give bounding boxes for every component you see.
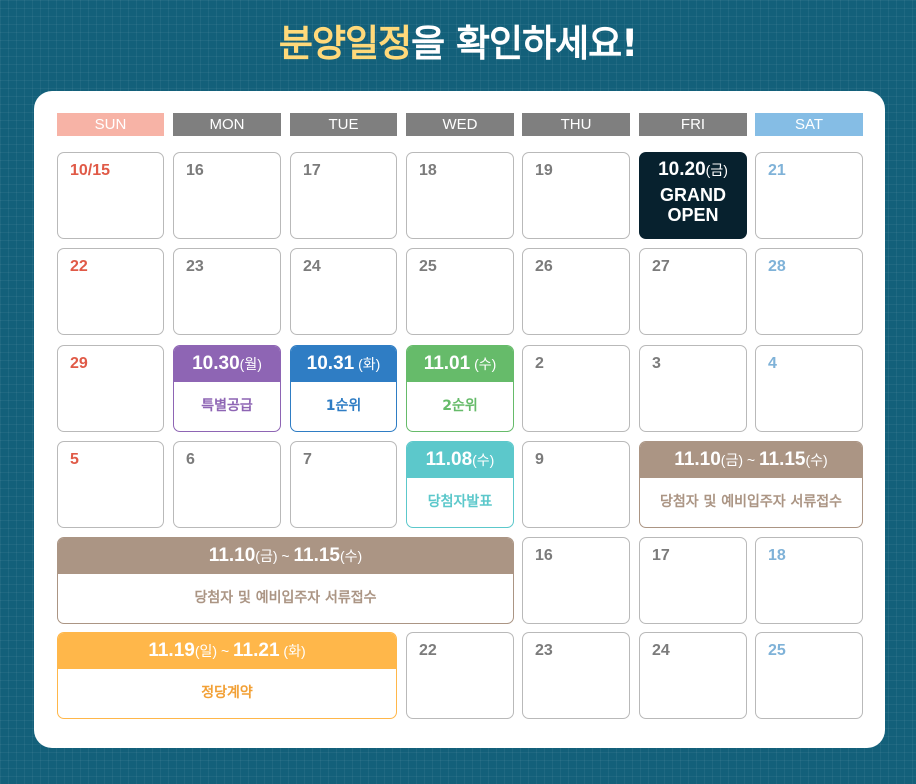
page-title: 분양일정을 확인하세요! <box>0 18 916 70</box>
event-label: 특별공급 <box>201 398 253 414</box>
day-number: 16 <box>186 162 204 179</box>
day-cell: 18 <box>406 152 514 239</box>
day-number: 23 <box>535 642 553 659</box>
event-date-range: 11.10(금) ~ 11.15(수) <box>640 442 862 478</box>
day-number: 24 <box>303 258 321 275</box>
weekday-fri: FRI <box>639 113 747 136</box>
day-number: 26 <box>535 258 553 275</box>
day-number: 23 <box>186 258 204 275</box>
day-number: 10/15 <box>70 162 111 179</box>
day-cell: 29 <box>57 345 164 432</box>
event-document-submission: 11.10(금) ~ 11.15(수) 당첨자 및 예비입주자 서류접수 <box>639 441 863 528</box>
day-number: 3 <box>652 355 661 372</box>
day-cell: 18 <box>755 537 863 624</box>
day-cell: 16 <box>173 152 281 239</box>
day-cell: 22 <box>406 632 514 719</box>
day-cell: 10/15 <box>57 152 164 239</box>
day-number: 16 <box>535 547 553 564</box>
day-cell: 26 <box>522 248 630 335</box>
day-number: 17 <box>652 547 670 564</box>
day-number: 22 <box>419 642 437 659</box>
day-number: 27 <box>652 258 670 275</box>
day-number: 17 <box>303 162 321 179</box>
day-cell: 9 <box>522 441 630 528</box>
day-number: 28 <box>768 258 786 275</box>
event-label: 당첨자 및 예비입주자 서류접수 <box>194 590 377 606</box>
day-cell: 28 <box>755 248 863 335</box>
day-number: 5 <box>70 451 79 468</box>
event-label: 2순위 <box>442 398 478 414</box>
day-cell: 21 <box>755 152 863 239</box>
event-contract: 11.19(일) ~ 11.21 (화) 정당계약 <box>57 632 397 719</box>
day-cell: 22 <box>57 248 164 335</box>
event-date: 10.30(월) <box>174 346 280 382</box>
title-highlight: 분양일정 <box>278 22 412 65</box>
day-cell: 5 <box>57 441 164 528</box>
day-number: 4 <box>768 355 777 372</box>
event-label: 당첨자 및 예비입주자 서류접수 <box>659 494 843 510</box>
day-cell: 7 <box>290 441 397 528</box>
day-cell: 3 <box>639 345 747 432</box>
day-cell: 27 <box>639 248 747 335</box>
grand-open-cell: 10.20(금) GRAND OPEN <box>639 152 747 239</box>
weekday-tue: TUE <box>290 113 397 136</box>
day-cell: 17 <box>290 152 397 239</box>
day-cell: 4 <box>755 345 863 432</box>
day-number: 9 <box>535 451 544 468</box>
grand-open-date: 10.20(금) <box>658 159 728 180</box>
event-date-range: 11.19(일) ~ 11.21 (화) <box>58 633 396 669</box>
event-date: 11.01 (수) <box>407 346 513 382</box>
weekday-sun: SUN <box>57 113 164 136</box>
weekday-thu: THU <box>522 113 630 136</box>
day-cell: 23 <box>173 248 281 335</box>
day-number: 29 <box>70 355 88 372</box>
event-special-supply: 10.30(월) 특별공급 <box>173 345 281 432</box>
day-cell: 2 <box>522 345 630 432</box>
event-label: 1순위 <box>325 398 362 414</box>
title-rest: 을 확인하세요! <box>411 22 638 65</box>
day-cell: 16 <box>522 537 630 624</box>
day-cell: 24 <box>290 248 397 335</box>
day-cell: 6 <box>173 441 281 528</box>
grand-open-line1: GRAND <box>660 185 726 205</box>
weekday-wed: WED <box>406 113 514 136</box>
day-number: 18 <box>768 547 786 564</box>
event-date: 11.08(수) <box>407 442 513 478</box>
day-cell: 25 <box>406 248 514 335</box>
day-number: 21 <box>768 162 786 179</box>
event-second-rank: 11.01 (수) 2순위 <box>406 345 514 432</box>
day-cell: 23 <box>522 632 630 719</box>
day-number: 19 <box>535 162 553 179</box>
day-cell: 24 <box>639 632 747 719</box>
day-cell: 17 <box>639 537 747 624</box>
event-date-range: 11.10(금) ~ 11.15(수) <box>58 538 513 574</box>
event-label: 당첨자발표 <box>427 494 493 510</box>
day-cell: 19 <box>522 152 630 239</box>
event-document-submission: 11.10(금) ~ 11.15(수) 당첨자 및 예비입주자 서류접수 <box>57 537 514 624</box>
day-number: 25 <box>768 642 786 659</box>
day-number: 6 <box>186 451 195 468</box>
weekday-sat: SAT <box>755 113 863 136</box>
day-number: 24 <box>652 642 670 659</box>
day-number: 25 <box>419 258 437 275</box>
weekday-mon: MON <box>173 113 281 136</box>
day-number: 18 <box>419 162 437 179</box>
day-number: 22 <box>70 258 88 275</box>
day-number: 2 <box>535 355 544 372</box>
day-number: 7 <box>303 451 312 468</box>
grand-open-line2: OPEN <box>667 205 719 225</box>
event-winner-announcement: 11.08(수) 당첨자발표 <box>406 441 514 528</box>
event-first-rank: 10.31 (화) 1순위 <box>290 345 397 432</box>
event-label: 정당계약 <box>201 685 253 701</box>
event-date: 10.31 (화) <box>291 346 396 382</box>
day-cell: 25 <box>755 632 863 719</box>
